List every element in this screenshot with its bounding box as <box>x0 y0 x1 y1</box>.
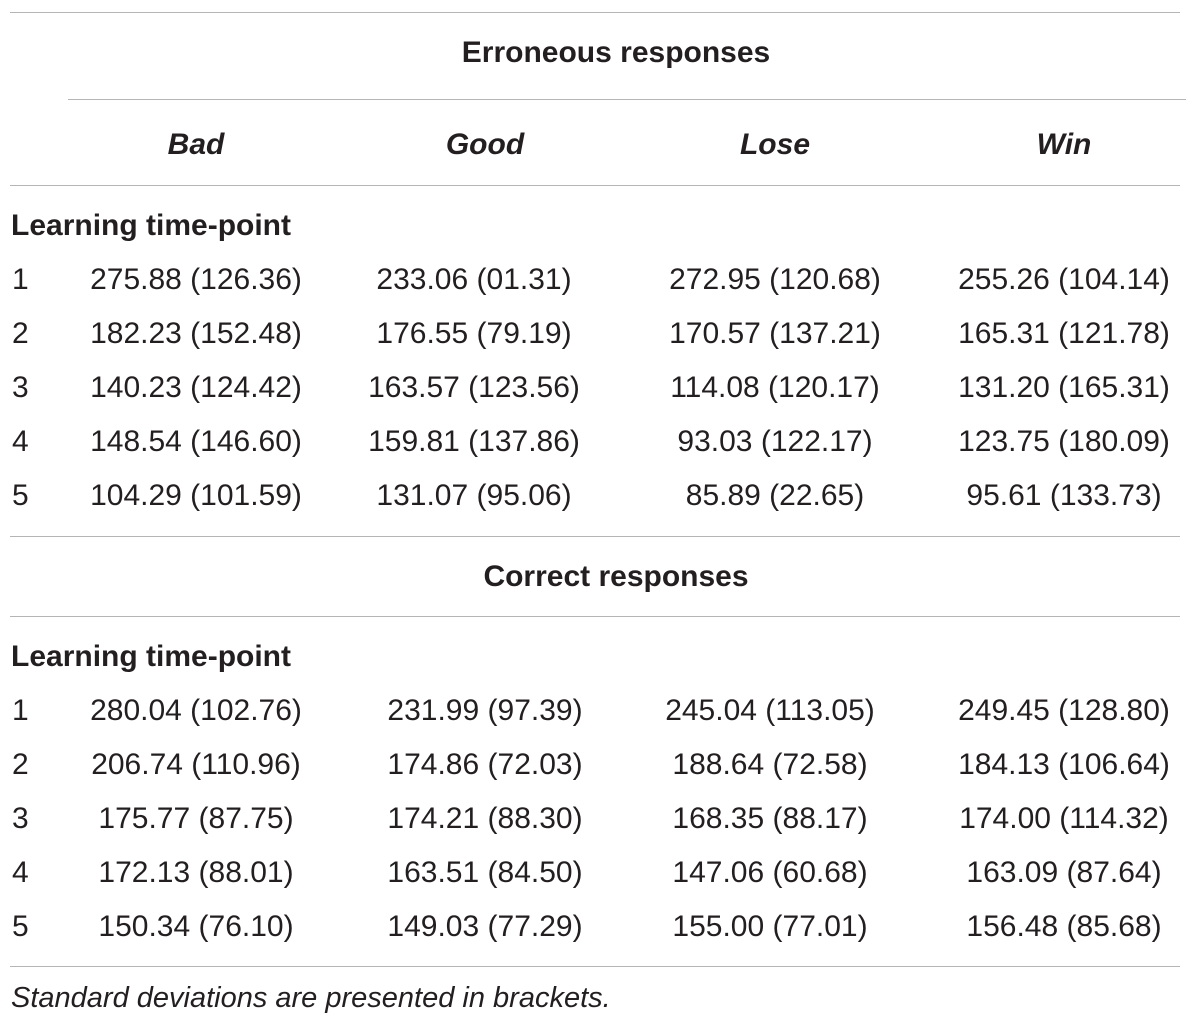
row-group-label: Learning time-point <box>11 640 291 673</box>
row-label: 4 <box>12 425 29 458</box>
table-cell: 174.21 (88.30) <box>387 802 583 835</box>
table-cell: 149.03 (77.29) <box>387 910 583 943</box>
table-cell: 147.06 (60.68) <box>672 856 868 889</box>
row-label: 5 <box>12 479 29 512</box>
table-cell: 255.26 (104.14) <box>958 263 1170 296</box>
table-cell: 131.20 (165.31) <box>958 371 1170 404</box>
table-cell: 206.74 (110.96) <box>91 748 301 781</box>
table-cell: 174.86 (72.03) <box>387 748 583 781</box>
row-label: 3 <box>12 802 29 835</box>
table-cell: 85.89 (22.65) <box>685 479 865 512</box>
table-cell: 123.75 (180.09) <box>958 425 1170 458</box>
column-header-bad: Bad <box>167 128 225 161</box>
bottom-rule <box>10 966 1180 967</box>
column-header-win: Win <box>1036 128 1092 161</box>
header-bottom-rule <box>10 185 1180 186</box>
table-cell: 155.00 (77.01) <box>672 910 868 943</box>
table-cell: 233.06 (01.31) <box>376 263 572 296</box>
table-cell: 163.51 (84.50) <box>387 856 583 889</box>
row-label: 3 <box>12 371 29 404</box>
top-rule <box>10 12 1180 13</box>
table-cell: 93.03 (122.17) <box>677 425 873 458</box>
row-label: 2 <box>12 748 29 781</box>
table-cell: 170.57 (137.21) <box>669 317 881 350</box>
table-cell: 131.07 (95.06) <box>376 479 572 512</box>
table-cell: 172.13 (88.01) <box>98 856 294 889</box>
table-cell: 188.64 (72.58) <box>672 748 868 781</box>
row-group-label: Learning time-point <box>11 209 291 242</box>
header-subrule <box>68 99 1186 100</box>
table-cell: 275.88 (126.36) <box>90 263 302 296</box>
section-divider-rule <box>10 536 1180 537</box>
row-label: 5 <box>12 910 29 943</box>
table-cell: 182.23 (152.48) <box>90 317 302 350</box>
table-cell: 272.95 (120.68) <box>669 263 881 296</box>
table-cell: 174.00 (114.32) <box>959 802 1169 835</box>
table-cell: 165.31 (121.78) <box>958 317 1170 350</box>
table-cell: 168.35 (88.17) <box>672 802 868 835</box>
table-cell: 175.77 (87.75) <box>98 802 294 835</box>
table-cell: 104.29 (101.59) <box>90 479 302 512</box>
table-cell: 159.81 (137.86) <box>368 425 580 458</box>
table-cell: 150.34 (76.10) <box>98 910 294 943</box>
table-cell: 245.04 (113.05) <box>665 694 875 727</box>
row-label: 1 <box>12 263 29 296</box>
table-footnote: Standard deviations are presented in bra… <box>11 982 611 1014</box>
table-cell: 184.13 (106.64) <box>958 748 1170 781</box>
table-cell: 280.04 (102.76) <box>90 694 302 727</box>
table-cell: 163.09 (87.64) <box>966 856 1162 889</box>
table-cell: 140.23 (124.42) <box>90 371 302 404</box>
column-header-lose: Lose <box>739 128 811 161</box>
section-title-erroneous: Erroneous responses <box>461 36 771 69</box>
table-cell: 114.08 (120.17) <box>670 371 880 404</box>
section-title-correct: Correct responses <box>483 560 749 593</box>
row-label: 1 <box>12 694 29 727</box>
row-label: 2 <box>12 317 29 350</box>
table-cell: 176.55 (79.19) <box>376 317 572 350</box>
table-cell: 249.45 (128.80) <box>958 694 1170 727</box>
table-cell: 95.61 (133.73) <box>966 479 1162 512</box>
column-header-good: Good <box>445 128 525 161</box>
table-cell: 231.99 (97.39) <box>387 694 583 727</box>
row-label: 4 <box>12 856 29 889</box>
section2-header-rule <box>10 616 1180 617</box>
table-cell: 156.48 (85.68) <box>966 910 1162 943</box>
table-cell: 148.54 (146.60) <box>90 425 302 458</box>
table-cell: 163.57 (123.56) <box>368 371 580 404</box>
